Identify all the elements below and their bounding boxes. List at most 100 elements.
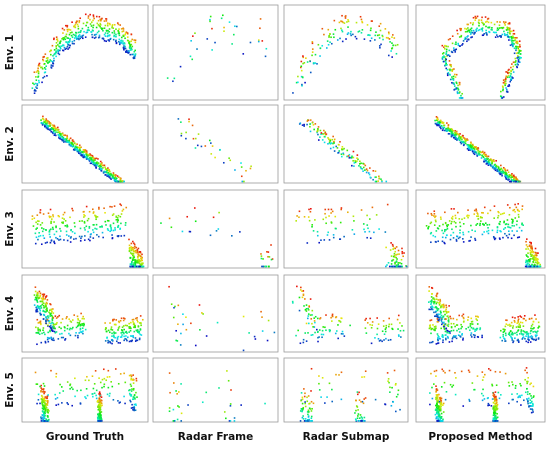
point [536, 330, 539, 333]
point [474, 328, 476, 331]
point [205, 335, 208, 337]
point [520, 331, 522, 333]
point [210, 142, 212, 144]
point [333, 150, 336, 152]
point [536, 334, 538, 337]
point [318, 336, 320, 338]
point [42, 228, 45, 230]
point [104, 322, 106, 324]
point [521, 222, 523, 225]
point [473, 31, 476, 34]
point [61, 221, 63, 224]
point [58, 314, 61, 317]
point [444, 228, 446, 231]
point [334, 28, 337, 31]
point [307, 415, 310, 417]
point [77, 25, 80, 28]
point [456, 132, 459, 135]
point [439, 121, 441, 124]
point [510, 36, 513, 39]
point [301, 398, 304, 401]
point [114, 174, 117, 177]
point [430, 306, 432, 308]
point [397, 263, 400, 266]
point [511, 76, 513, 79]
point [399, 322, 401, 324]
point [507, 324, 509, 326]
point [55, 47, 58, 50]
point [59, 40, 62, 42]
point [48, 215, 51, 218]
point [55, 225, 57, 228]
point [327, 138, 330, 141]
point [37, 307, 40, 309]
point [37, 71, 40, 73]
point [479, 327, 482, 329]
point [38, 308, 41, 310]
point [530, 397, 533, 400]
point [512, 175, 515, 177]
point [335, 227, 337, 230]
point [77, 27, 80, 30]
point [514, 39, 516, 42]
point [94, 159, 96, 162]
point [341, 155, 343, 158]
point [503, 337, 505, 340]
point [368, 218, 371, 220]
panel [283, 4, 409, 101]
point [259, 27, 261, 30]
point [107, 220, 110, 222]
point [434, 119, 436, 122]
point [443, 47, 446, 50]
point [523, 315, 526, 317]
point [472, 334, 475, 336]
point [438, 318, 441, 321]
point [43, 392, 45, 395]
point [39, 322, 42, 325]
point [530, 243, 532, 245]
point [305, 420, 307, 422]
point [304, 81, 306, 84]
point [341, 20, 343, 23]
point [518, 51, 521, 53]
point [506, 28, 509, 30]
point [444, 44, 446, 47]
point [58, 131, 61, 133]
point [83, 151, 85, 153]
point [442, 411, 445, 413]
point [509, 325, 511, 327]
point [98, 393, 100, 395]
point [484, 373, 486, 376]
point [360, 209, 363, 211]
point [46, 403, 48, 406]
point [42, 413, 45, 416]
point [444, 313, 446, 316]
point [88, 379, 90, 382]
point [510, 176, 512, 179]
point [491, 27, 493, 29]
point [444, 318, 447, 320]
point [509, 33, 511, 35]
point [504, 80, 507, 82]
point [524, 378, 526, 381]
point [445, 338, 447, 341]
point [261, 265, 263, 268]
point [387, 339, 390, 342]
point [436, 342, 439, 345]
point [85, 31, 88, 34]
point [40, 66, 42, 69]
point [120, 332, 123, 334]
point [117, 23, 120, 26]
point [493, 31, 496, 34]
point [40, 323, 42, 326]
point [112, 173, 115, 176]
point [452, 336, 454, 339]
point [447, 54, 450, 56]
point [511, 337, 513, 340]
point [436, 315, 439, 318]
point [82, 34, 85, 37]
point [45, 295, 48, 297]
point [469, 325, 472, 327]
point [126, 32, 129, 34]
point [376, 317, 378, 319]
